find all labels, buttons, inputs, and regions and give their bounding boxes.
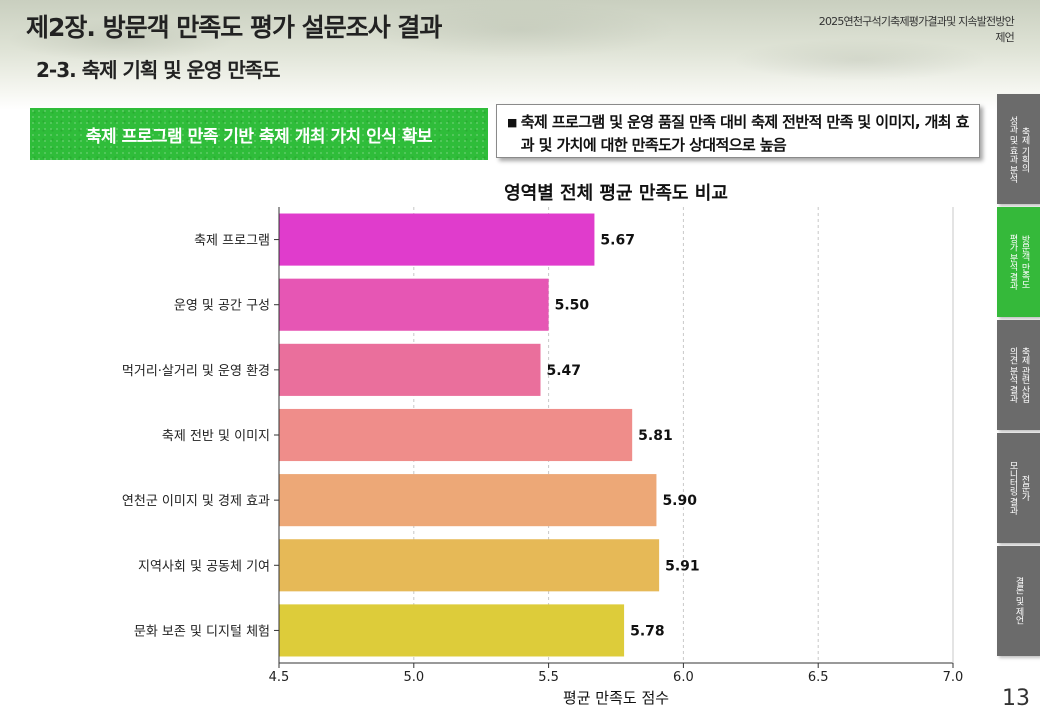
bar-value-label: 5.91 [665, 558, 700, 574]
bar [279, 278, 549, 331]
bar-value-label: 5.67 [600, 233, 635, 249]
side-tab-4[interactable]: 전문가 모니터링 결과 [997, 433, 1040, 543]
y-category-label: 운영 및 공간 구성 [174, 299, 270, 314]
page-number: 13 [1002, 686, 1030, 711]
bar-value-label: 5.78 [630, 623, 665, 639]
banner-text: 축제 프로그램 만족 기반 축제 개최 가치 인식 확보 [85, 126, 433, 147]
side-tab-5[interactable]: 결론 및 제언 [997, 546, 1040, 656]
section-subtitle: 2-3. 축제 기획 및 운영 만족도 [36, 58, 281, 82]
bars: 5.67 5.50 5.47 5.81 5.90 5.91 5.78 [279, 213, 700, 657]
x-tick-label: 5.5 [538, 670, 559, 685]
side-tab-label: 축제 기획의 성과 및 효과 분석 [1007, 115, 1030, 183]
x-tick-label: 6.0 [673, 670, 694, 685]
side-tab-label: 결론 및 제언 [1013, 577, 1024, 625]
page-title: 제2장. 방문객 만족도 평가 설문조사 결과 [26, 13, 442, 42]
side-tab-label: 방문객 만족도 평가 분석 결과 [1007, 234, 1030, 290]
bar [279, 213, 595, 266]
side-tab-label: 전문가 모니터링 결과 [1007, 461, 1030, 515]
bar [279, 539, 660, 592]
y-category-label: 연천군 이미지 및 경제 효과 [122, 494, 270, 509]
y-category-label: 문화 보존 및 디지털 체험 [134, 624, 270, 639]
summary-note-text: 축제 프로그램 및 운영 품질 만족 대비 축제 전반적 만족 및 이미지, 개… [520, 113, 970, 154]
x-tick-label: 7.0 [943, 670, 964, 685]
side-tab-3[interactable]: 축제 관련 산업 의견 분석 결과 [997, 320, 1040, 430]
x-tick-label: 4.5 [269, 670, 290, 685]
x-axis-title: 평균 만족도 점수 [563, 689, 669, 707]
side-tab-1[interactable]: 축제 기획의 성과 및 효과 분석 [997, 94, 1040, 204]
key-message-banner: 축제 프로그램 만족 기반 축제 개최 가치 인식 확보 [30, 108, 488, 160]
x-tick-label: 5.0 [403, 670, 424, 685]
bar-value-label: 5.50 [555, 298, 590, 314]
chart-title: 영역별 전체 평균 만족도 비교 [504, 183, 728, 204]
square-bullet-icon: ■ [507, 116, 517, 129]
report-title: 2025연천구석기축제평가결과및 지속발전방안제언 [818, 15, 1015, 44]
bar-chart: 영역별 전체 평균 만족도 비교 5.67 5.50 5.47 5.81 5.90 5.9… [122, 183, 963, 707]
y-category-label: 축제 전반 및 이미지 [162, 429, 270, 444]
y-category-label: 축제 프로그램 [194, 234, 270, 249]
side-tab-label: 축제 관련 산업 의견 분석 결과 [1007, 347, 1030, 403]
bar [279, 343, 541, 396]
x-tick-label: 6.5 [808, 670, 829, 685]
side-tab-2[interactable]: 방문객 만족도 평가 분석 결과 [997, 207, 1040, 317]
bar [279, 604, 625, 657]
bar [279, 474, 657, 527]
bar-value-label: 5.90 [662, 493, 697, 509]
bar [279, 408, 633, 462]
y-category-label: 지역사회 및 공동체 기여 [138, 559, 270, 574]
y-category-label: 먹거리·살거리 및 운영 환경 [122, 364, 270, 379]
bar-value-label: 5.47 [547, 363, 582, 379]
bar-value-label: 5.81 [638, 428, 673, 444]
summary-note: ■ 축제 프로그램 및 운영 품질 만족 대비 축제 전반적 만족 및 이미지,… [496, 104, 980, 158]
header-background [0, 0, 1040, 110]
